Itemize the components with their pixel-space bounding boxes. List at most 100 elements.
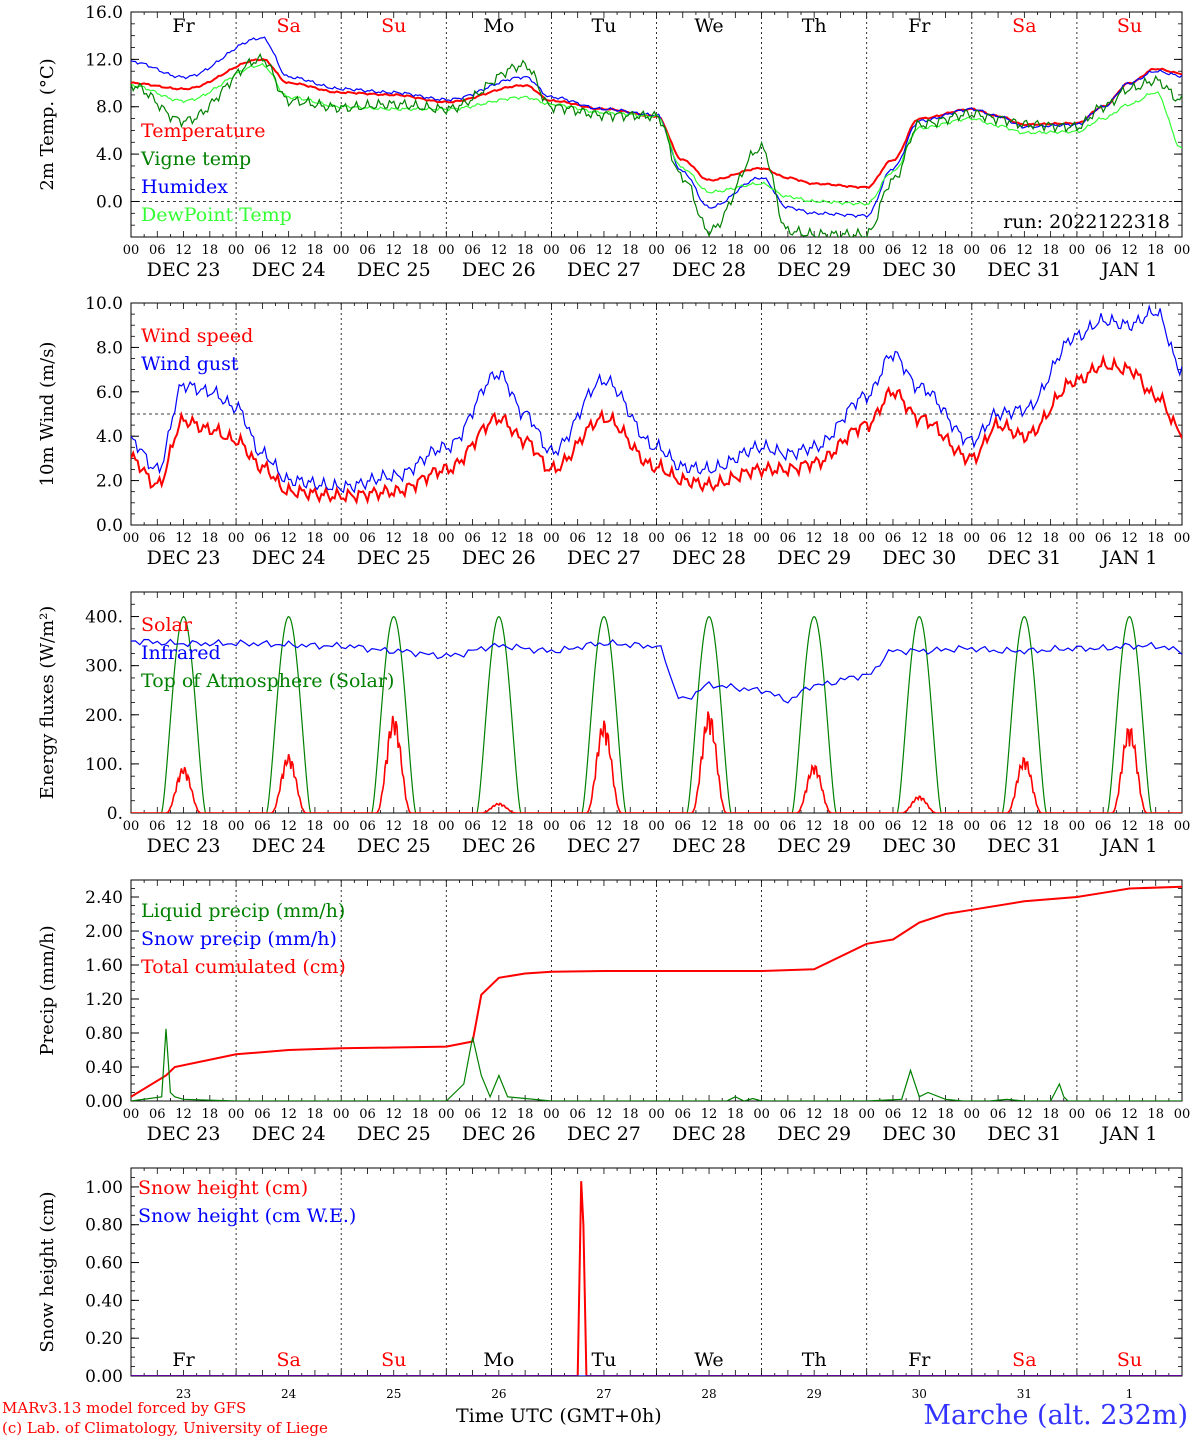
hour-label: 00: [858, 531, 875, 546]
weekday-label: Fr: [172, 1349, 195, 1371]
hour-label: 18: [1147, 531, 1164, 546]
date-label: JAN 1: [1099, 547, 1157, 569]
date-label: DEC 30: [882, 1123, 956, 1145]
series-line-top-of-atmosphere: [656, 615, 762, 813]
y-tick-label: 0.60: [85, 1254, 123, 1274]
hour-label: 00: [333, 819, 350, 834]
series-line-liquid-precip-mm-h-: [131, 1028, 1182, 1101]
weekday-label: Su: [1117, 1349, 1142, 1371]
hour-label: 00: [543, 531, 560, 546]
hour-label: 00: [333, 531, 350, 546]
date-label: DEC 28: [672, 259, 746, 281]
hour-label: 12: [701, 243, 718, 258]
date-label: DEC 28: [672, 1123, 746, 1145]
panel-3: [130, 591, 1183, 814]
hour-label: 18: [517, 819, 534, 834]
hour-label: 00: [1069, 1107, 1086, 1122]
hour-label: 18: [1147, 1107, 1164, 1122]
hour-label: 00: [333, 1107, 350, 1122]
hour-label: 18: [622, 819, 639, 834]
hour-label: 00: [648, 243, 665, 258]
hour-label: 12: [806, 819, 823, 834]
weekday-label: Sa: [276, 15, 300, 37]
series-line-top-of-atmosphere: [341, 615, 447, 813]
hour-label: 06: [885, 1107, 902, 1122]
y-tick-label: 16.0: [85, 3, 123, 23]
y-tick-label: 10.0: [85, 294, 123, 314]
hour-label: 18: [1147, 819, 1164, 834]
date-label: JAN 1: [1099, 1123, 1157, 1145]
hour-label: 18: [202, 819, 219, 834]
hour-label: 06: [464, 819, 481, 834]
date-label: DEC 27: [567, 835, 641, 857]
y-tick-label: 100.: [85, 755, 123, 775]
hour-label: 06: [464, 1107, 481, 1122]
date-label: DEC 25: [357, 1123, 431, 1145]
y-axis-title: 2m Temp. (°C): [37, 58, 58, 190]
hour-label: 00: [753, 1107, 770, 1122]
weekday-label: Sa: [276, 1349, 300, 1371]
weekday-label: Th: [802, 1349, 827, 1371]
hour-label: 00: [228, 819, 245, 834]
legend-entry: Liquid precip (mm/h): [141, 900, 345, 922]
hour-label: 00: [438, 819, 455, 834]
hour-label: 00: [123, 531, 140, 546]
hour-label: 06: [254, 243, 271, 258]
legend-entry: Solar: [141, 614, 193, 636]
hour-label: 12: [491, 243, 508, 258]
hour-label: 12: [701, 531, 718, 546]
series-line-top-of-atmosphere: [551, 615, 657, 813]
hour-label: 00: [753, 531, 770, 546]
y-tick-label: 0.40: [85, 1291, 123, 1311]
hour-label: 18: [832, 1107, 849, 1122]
date-label: DEC 23: [147, 547, 221, 569]
hour-label: 18: [832, 531, 849, 546]
hour-label: 12: [806, 531, 823, 546]
date-label: DEC 31: [987, 1123, 1061, 1145]
hour-label: 12: [596, 531, 613, 546]
series-line-solar: [446, 802, 552, 813]
y-tick-label: 1.00: [85, 1178, 123, 1198]
hour-label: 06: [1095, 531, 1112, 546]
hour-label: 06: [569, 1107, 586, 1122]
hour-label: 00: [123, 1107, 140, 1122]
panel-1: [130, 11, 1183, 238]
hour-label: 12: [385, 819, 402, 834]
date-label: DEC 29: [777, 835, 851, 857]
hour-label: 00: [648, 819, 665, 834]
hour-label: 00: [543, 243, 560, 258]
hour-label: 12: [491, 1107, 508, 1122]
hour-label: 18: [307, 531, 324, 546]
hour-label: 12: [1121, 531, 1138, 546]
hour-label: 18: [937, 1107, 954, 1122]
series-line-solar: [236, 754, 342, 813]
legend-entry: Humidex: [141, 176, 228, 198]
hour-label: 18: [412, 819, 429, 834]
panel-4: [130, 879, 1183, 1102]
hour-label: 12: [806, 243, 823, 258]
hour-label: 00: [648, 531, 665, 546]
hour-label: 00: [228, 243, 245, 258]
day-number: 28: [701, 1387, 716, 1401]
date-label: DEC 26: [462, 259, 536, 281]
series-group: [131, 36, 1182, 237]
hour-label: 00: [753, 243, 770, 258]
hour-label: 06: [359, 531, 376, 546]
legend-entry: Temperature: [141, 120, 265, 142]
hour-label: 00: [228, 1107, 245, 1122]
hour-label: 18: [202, 1107, 219, 1122]
hour-label: 12: [1121, 1107, 1138, 1122]
hour-label: 00: [438, 531, 455, 546]
hour-label: 12: [1016, 531, 1033, 546]
hour-label: 18: [622, 1107, 639, 1122]
hour-label: 00: [1069, 819, 1086, 834]
series-line-total-cumulated-cm-: [131, 885, 1182, 1098]
y-axis-title: 10m Wind (m/s): [37, 342, 58, 487]
date-label: DEC 31: [987, 259, 1061, 281]
day-number: 25: [386, 1387, 401, 1401]
hour-label: 06: [359, 819, 376, 834]
hour-label: 06: [1095, 819, 1112, 834]
hour-label: 06: [149, 1107, 166, 1122]
hour-label: 00: [543, 819, 560, 834]
date-label: DEC 23: [147, 835, 221, 857]
